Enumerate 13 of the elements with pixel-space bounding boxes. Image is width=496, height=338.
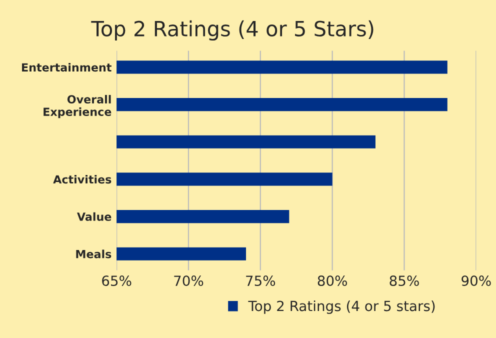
x-tick-label: 75% — [246, 276, 276, 286]
legend-label: Top 2 Ratings (4 or 5 stars) — [248, 300, 435, 314]
x-tick-label: 70% — [174, 276, 204, 286]
chart-title: Top 2 Ratings (4 or 5 Stars) — [91, 20, 374, 41]
y-tick-label: Value — [77, 212, 112, 221]
y-tick-label: Meals — [76, 250, 112, 258]
x-tick-label: 90% — [462, 276, 491, 286]
y-tick-label: Activities — [53, 174, 112, 184]
x-tick-label: 80% — [318, 276, 347, 286]
x-tick-label: 85% — [390, 276, 419, 286]
y-tick-label: Overall Experience — [44, 94, 112, 118]
x-tick-label: 65% — [102, 276, 132, 286]
y-tick-label: Entertainment — [22, 63, 112, 72]
